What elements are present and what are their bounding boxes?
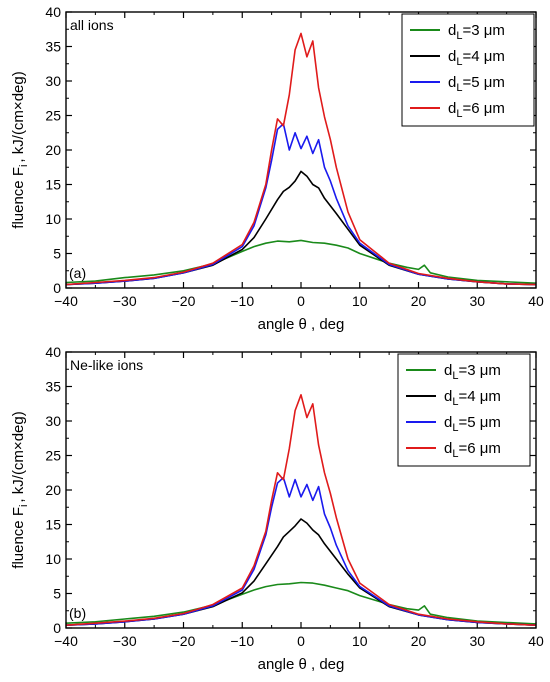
y-tick-label: 30 — [45, 73, 61, 89]
x-tick-label: −30 — [113, 293, 137, 309]
x-tick-label: 40 — [528, 633, 544, 649]
y-axis-label-subscript: i — [18, 165, 30, 167]
y-tick-label: 10 — [45, 211, 61, 227]
x-tick-label: 20 — [411, 633, 427, 649]
series-line-dl5 — [65, 123, 537, 286]
y-tick-label: 0 — [53, 280, 61, 296]
legend-label-value: =6 μm — [458, 440, 500, 457]
series-line-dl3 — [65, 581, 537, 625]
x-axis-label: angle θ , deg — [258, 656, 345, 673]
plot-frame — [65, 11, 537, 289]
panel-annotation: all ions — [70, 17, 114, 33]
legend-label-subscript: L — [456, 56, 462, 68]
legend-entry-dl5: dL=5 μm — [448, 74, 505, 94]
x-tick-label: 0 — [297, 633, 305, 649]
chart-panel-b: −40 −30 −20 −10 0 10 20 30 40 0 5 10 15 20 25 30 35 40 Ne-… — [10, 344, 544, 673]
panel-annotation: Ne-like ions — [70, 357, 143, 373]
legend-label-subscript: L — [456, 108, 462, 120]
legend-label-main: d — [448, 74, 456, 91]
y-tick-label: 15 — [45, 177, 61, 193]
legend-label-subscript: L — [452, 422, 458, 434]
legend-label-main: d — [444, 414, 452, 431]
x-tick-label: 30 — [469, 293, 485, 309]
legend-label-main: d — [444, 362, 452, 379]
series-line-dl3 — [65, 239, 537, 284]
legend-label-main: d — [444, 440, 452, 457]
x-tick-label: 10 — [352, 633, 368, 649]
series-line-dl6 — [65, 32, 537, 286]
legend-entry-dl5: dL=5 μm — [444, 414, 501, 434]
legend-label-value: =6 μm — [462, 100, 504, 117]
series-line-dl6 — [65, 394, 537, 626]
y-tick-label: 40 — [45, 344, 61, 360]
y-tick-label: 30 — [45, 413, 61, 429]
legend-label-subscript: L — [456, 30, 462, 42]
x-tick-label: 0 — [297, 293, 305, 309]
y-tick-label: 35 — [45, 379, 61, 395]
y-tick-label: 25 — [45, 448, 61, 464]
legend-label-subscript: L — [452, 396, 458, 408]
legend-entry-dl4: dL=4 μm — [448, 48, 505, 68]
legend-label-value: =5 μm — [462, 74, 504, 91]
y-tick-label: 35 — [45, 39, 61, 55]
x-tick-label: −20 — [172, 633, 196, 649]
y-tick-label: 40 — [45, 4, 61, 20]
y-axis-label: fluence Fi , kJ/(cm×deg) — [10, 411, 30, 568]
y-tick-label: 25 — [45, 108, 61, 124]
y-axis-label-main: fluence F — [10, 167, 27, 229]
y-tick-label: 10 — [45, 551, 61, 567]
y-tick-label: 20 — [45, 482, 61, 498]
chart-panel-a: −40 −30 −20 −10 0 10 20 30 40 0 5 10 15 20 25 30 35 40 all… — [10, 4, 544, 333]
legend-label-main: d — [448, 22, 456, 39]
x-tick-label: −30 — [113, 633, 137, 649]
legend-label-subscript: L — [452, 370, 458, 382]
legend-label-value: =4 μm — [458, 388, 500, 405]
legend-label-main: d — [444, 388, 452, 405]
series-line-dl4 — [65, 170, 537, 286]
legend-entry-dl3: dL=3 μm — [448, 22, 505, 42]
y-axis-label-units: , kJ/(cm×deg) — [10, 411, 27, 502]
legend-entry-dl6: dL=6 μm — [448, 100, 505, 120]
legend-label-value: =4 μm — [462, 48, 504, 65]
legend-label-subscript: L — [456, 82, 462, 94]
x-tick-label: −10 — [230, 293, 254, 309]
plot-frame — [65, 351, 537, 629]
series-line-dl4 — [65, 518, 537, 626]
legend-label-value: =5 μm — [458, 414, 500, 431]
x-tick-label: −40 — [54, 293, 78, 309]
x-tick-label: −10 — [230, 633, 254, 649]
legend-label-value: =3 μm — [458, 362, 500, 379]
panel-tag: (b) — [69, 605, 86, 621]
y-axis-label: fluence Fi , kJ/(cm×deg) — [10, 71, 30, 228]
y-tick-label: 5 — [53, 246, 61, 262]
y-axis-label-subscript: i — [18, 505, 30, 507]
legend-label-main: d — [448, 48, 456, 65]
legend-label-main: d — [448, 100, 456, 117]
legend-label-value: =3 μm — [462, 22, 504, 39]
y-tick-label: 15 — [45, 517, 61, 533]
y-axis-label-main: fluence F — [10, 507, 27, 569]
legend-entry-dl6: dL=6 μm — [444, 440, 501, 460]
x-tick-label: 30 — [469, 633, 485, 649]
x-tick-label: −20 — [172, 293, 196, 309]
series-line-dl5 — [65, 476, 537, 626]
x-tick-label: 10 — [352, 293, 368, 309]
x-tick-label: 40 — [528, 293, 544, 309]
x-tick-label: 20 — [411, 293, 427, 309]
y-tick-label: 5 — [53, 586, 61, 602]
legend-label-subscript: L — [452, 448, 458, 460]
x-tick-label: −40 — [54, 633, 78, 649]
y-axis-label-units: , kJ/(cm×deg) — [10, 71, 27, 162]
x-axis-label: angle θ , deg — [258, 316, 345, 333]
panel-tag: (a) — [69, 265, 86, 281]
y-tick-label: 0 — [53, 620, 61, 636]
legend-entry-dl3: dL=3 μm — [444, 362, 501, 382]
legend-entry-dl4: dL=4 μm — [444, 388, 501, 408]
y-tick-label: 20 — [45, 142, 61, 158]
